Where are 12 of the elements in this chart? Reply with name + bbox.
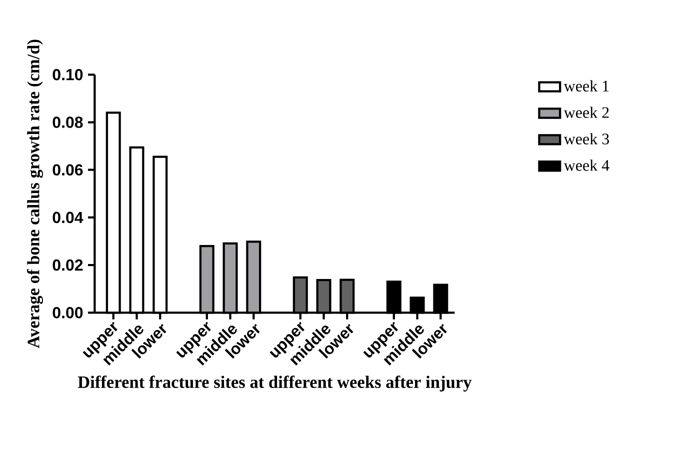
y-tick-label: 0.06 [52, 164, 83, 176]
y-axis-title: Average of bone callus growth rate (cm/d) [26, 40, 43, 348]
y-tick-label: 0.00 [52, 307, 83, 318]
legend-label: week 1 [564, 80, 609, 92]
legend-label: week 2 [564, 106, 609, 118]
y-tick-label: 0.02 [52, 259, 83, 271]
y-tick-label: 0.10 [52, 69, 83, 80]
x-axis-title: Different fracture sites at different weeks after injury [78, 376, 472, 392]
y-tick-label: 0.04 [52, 212, 84, 224]
legend-label: week 4 [564, 160, 610, 171]
legend-label: week 3 [564, 133, 609, 144]
y-tick-label: 0.08 [52, 116, 83, 128]
